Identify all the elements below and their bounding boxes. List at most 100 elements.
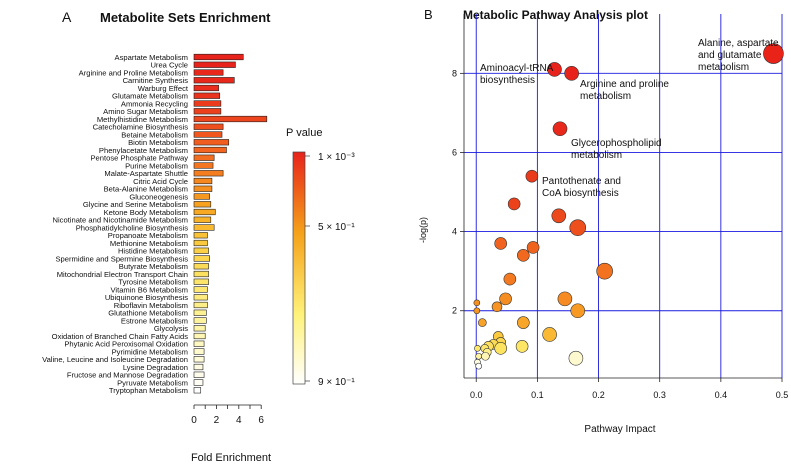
scatter-point [517,249,530,262]
bar-label: Ketone Body Metabolism [104,208,188,217]
panel-b-x-tick-label: 0.3 [653,390,666,400]
bar-label: Ammonia Recycling [121,99,188,108]
bar [193,185,213,192]
bar-label: Riboflavin Metabolism [114,301,188,310]
bar-label: Mitochondrial Electron Transport Chain [57,270,188,279]
bar [193,263,209,270]
annotation-arginine-proline: Arginine and proline metabolism [580,79,672,102]
bar-label: Tryptophan Metabolism [109,386,188,395]
bar [193,325,206,332]
scatter-point [547,62,562,77]
panel-a-x-axis: 0 2 4 6 [191,404,264,426]
scatter-points [473,43,784,370]
scatter-point [557,291,573,307]
scatter-point [474,345,481,352]
bar [193,317,207,324]
bar [193,146,227,154]
panel-b-ylabel: -log(p) [418,217,428,243]
bar-label: Purine Metabolism [125,161,188,170]
legend-colorbar [292,151,306,385]
bar-label: Nicotinate and Nicotinamide Metabolism [53,216,189,225]
bar-label: Methionine Metabolism [110,239,188,248]
bar [193,100,222,107]
panel-b-y-tick-label: 2 [452,306,457,316]
bar-label: Catecholamine Biosynthesis [93,123,189,132]
bar [193,193,210,200]
annotation-glycerophospholipid: Glycerophospholipid metabolism [571,138,664,161]
panel-b-letter: B [424,7,433,22]
bar-label: Malate-Aspartate Shuttle [104,169,188,178]
bar-label: Ubiquinone Biosynthesis [105,293,188,302]
legend-title: P value [286,127,323,139]
bar [193,301,208,309]
bar-label: Glycolysis [154,324,188,333]
scatter-point [481,351,490,361]
scatter-point [494,342,507,355]
scatter-point [763,43,784,64]
bar-label: Phenylacetate Metabolism [99,146,188,155]
annotation-pantothenate: Pantothenate and CoA biosynthesis [542,176,624,199]
bar-label: Glycine and Serine Metabolism [83,200,188,209]
bar [193,278,209,285]
bar [193,216,212,223]
bar [193,123,224,130]
scatter-point [473,307,481,315]
panel-b-title: Metabolic Pathway Analysis plot [463,8,648,22]
bar-label: Gluconeogenesis [129,192,188,201]
bar-label: Methylhistidine Metabolism [97,115,188,124]
bar [193,379,204,386]
bar-label: Beta-Alanine Metabolism [104,185,188,194]
scatter-point [491,301,503,313]
bar [193,286,208,293]
scatter-point [494,237,507,250]
panel-a-xlabel: Fold Enrichment [191,452,271,464]
bar-label: Urea Cycle [150,61,188,70]
panel-a-x-tick-label: 2 [214,415,220,426]
bar-label: Citric Acid Cycle [133,177,188,186]
panel-a-x-tick-label: 6 [258,415,264,426]
bar [193,224,215,231]
bar-label: Glutathione Metabolism [108,309,188,318]
panel-b-axes: 0.0 0.1 0.2 0.3 0.4 0.5 2 4 6 8 [452,14,788,400]
bar [193,92,221,99]
panel-a-letter: A [62,9,72,25]
bar [193,108,222,115]
bar-label: Spermidine and Spermine Biosynthesis [55,254,188,263]
bar [193,69,224,76]
annotation-alanine-aspartate: Alanine, aspartate and glutamate metabol… [698,38,781,73]
legend-label-high: 1 × 10⁻³ [318,152,355,163]
scatter-point [499,292,512,306]
panel-b-y-tick-label: 8 [452,68,457,78]
scatter-point [515,340,529,353]
bar [193,154,215,161]
scatter-point [473,299,481,307]
bar-label: Estrone Metabolism [121,316,188,325]
bar [193,115,268,123]
bar-label: Oxidation of Branched Chain Fatty Acids [52,332,189,341]
bar-label: Pentose Phosphate Pathway [90,154,188,163]
bar [193,356,205,363]
bar [193,294,208,301]
scatter-point [552,121,568,137]
bar-label: Tyrosine Metabolism [118,278,188,287]
bar [193,387,202,394]
bar [193,232,208,239]
scatter-point [475,362,482,370]
scatter-point [507,197,521,211]
scatter-point [542,327,557,342]
bar-label: Phosphatidylcholine Biosynthesis [76,223,188,232]
bar [193,309,207,316]
bar-label: Valine, Leucine and Isoleucine Degradati… [42,355,188,364]
panel-b-x-tick-label: 0.4 [715,390,728,400]
bar-label: Pyrimidine Metabolism [112,347,188,356]
bar-series [193,53,268,394]
bar-label: Lysine Degradation [123,363,188,372]
panel-b-y-tick-label: 4 [452,227,457,237]
bar [193,348,205,355]
scatter-point [551,208,567,224]
bar [193,239,208,247]
bar-label: Glutamate Metabolism [112,92,188,101]
bar-label: Carnitine Synthesis [123,76,189,85]
